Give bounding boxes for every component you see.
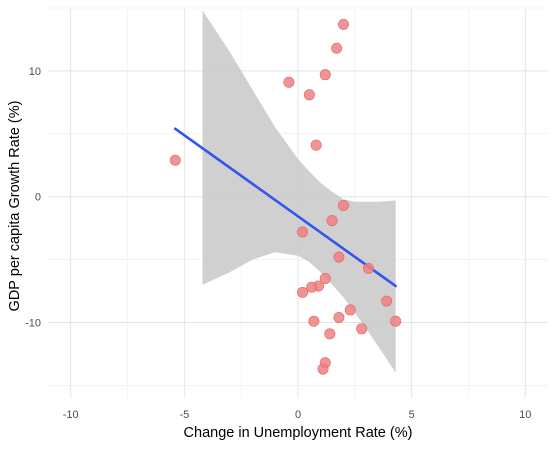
data-point: [356, 323, 368, 335]
y-axis-title: GDP per capita Growth Rate (%): [7, 101, 23, 312]
x-tick-label: -10: [63, 409, 79, 421]
data-point: [324, 328, 336, 340]
data-point: [326, 215, 338, 227]
data-point: [333, 311, 345, 323]
gridlines: [48, 7, 548, 398]
data-point: [317, 363, 329, 375]
data-point: [381, 295, 393, 307]
data-points: [169, 18, 402, 375]
data-point: [331, 42, 343, 54]
data-point: [303, 89, 315, 101]
data-point: [319, 272, 331, 284]
data-point: [337, 18, 349, 30]
data-point: [333, 251, 345, 263]
x-axis-title: Change in Unemployment Rate (%): [184, 425, 413, 441]
data-point: [297, 286, 309, 298]
y-tick-label: 0: [35, 192, 41, 204]
x-tick-label: 10: [519, 409, 531, 421]
data-point: [362, 262, 374, 274]
x-axis-ticks: -10 -5 0 5 10: [63, 409, 532, 421]
data-point: [283, 76, 295, 88]
data-point: [310, 139, 322, 151]
x-tick-label: -5: [179, 409, 189, 421]
fit-line-layer: [173, 127, 398, 288]
confidence-band-layer: [202, 10, 396, 373]
y-tick-label: -10: [25, 318, 41, 330]
data-point: [390, 315, 402, 327]
x-tick-label: 0: [295, 409, 301, 421]
data-point: [308, 315, 320, 327]
data-point: [337, 200, 349, 212]
data-point: [306, 281, 318, 293]
regression-line: [173, 127, 398, 288]
data-point: [169, 154, 181, 166]
confidence-band: [202, 10, 396, 373]
y-axis-ticks: -10 0 10: [25, 66, 41, 330]
data-point: [297, 226, 309, 238]
y-tick-label: 10: [29, 66, 41, 78]
data-point: [344, 304, 356, 316]
data-point: [319, 69, 331, 81]
x-tick-label: 5: [409, 409, 415, 421]
